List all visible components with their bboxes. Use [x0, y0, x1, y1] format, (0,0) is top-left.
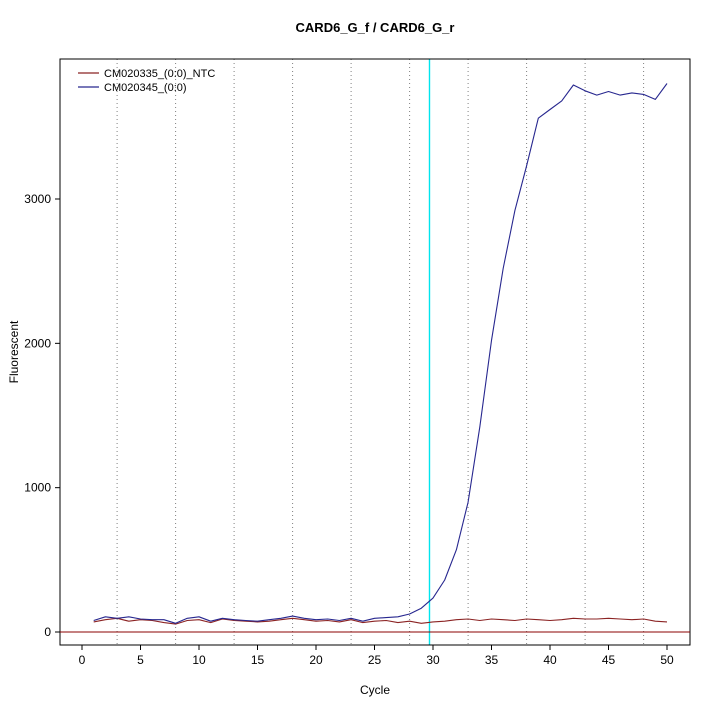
x-tick-label: 40 [543, 653, 557, 667]
x-tick-label: 5 [137, 653, 144, 667]
x-tick-label: 45 [602, 653, 616, 667]
x-tick-label: 35 [485, 653, 499, 667]
x-tick-label: 15 [251, 653, 265, 667]
series-line-sample [93, 83, 668, 624]
y-tick-label: 1000 [24, 481, 51, 495]
legend-label: CM020335_(0:0)_NTC [104, 68, 215, 80]
y-tick-label: 0 [44, 625, 51, 639]
chart-title: CARD6_G_f / CARD6_G_r [295, 20, 455, 35]
x-tick-label: 0 [79, 653, 86, 667]
x-axis-label: Cycle [359, 683, 390, 697]
x-tick-label: 10 [192, 653, 206, 667]
x-tick-label: 25 [368, 653, 382, 667]
x-tick-label: 30 [426, 653, 440, 667]
y-tick-label: 2000 [24, 336, 51, 350]
legend-label: CM020345_(0:0) [104, 82, 187, 94]
plot-box [59, 58, 691, 646]
x-tick-label: 50 [660, 653, 674, 667]
y-tick-label: 3000 [24, 192, 51, 206]
x-tick-label: 20 [309, 653, 323, 667]
series-line-ntc [93, 617, 668, 625]
y-axis-label: Fluorescent [7, 320, 21, 384]
